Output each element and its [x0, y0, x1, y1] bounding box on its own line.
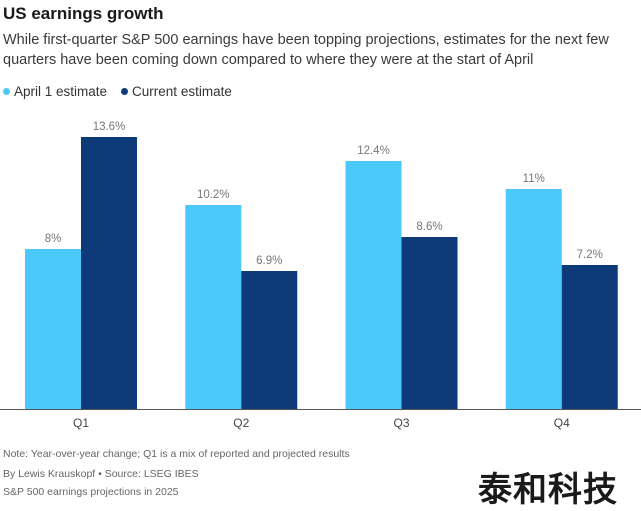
- bar-q4-april: [505, 189, 562, 409]
- chart-subtitle: While first-quarter S&P 500 earnings hav…: [3, 32, 609, 68]
- chart-note: Note: Year-over-year change; Q1 is a mix…: [3, 448, 350, 460]
- data-label-q4-april: 11%: [523, 173, 545, 185]
- legend-label-current: Current estimate: [132, 84, 232, 99]
- legend-label-april: April 1 estimate: [14, 84, 108, 99]
- data-label-q4-current: 7.2%: [577, 249, 603, 261]
- x-tick-label-q4: Q4: [554, 416, 570, 430]
- chart-byline: By Lewis Krauskopf • Source: LSEG IBES: [3, 468, 199, 480]
- chart-caption: S&P 500 earnings projections in 2025: [3, 486, 179, 498]
- x-tick-label-q2: Q2: [233, 416, 249, 430]
- data-label-q2-current: 6.9%: [256, 255, 282, 267]
- bar-q2-april: [185, 205, 242, 409]
- bar-q4-current: [561, 265, 618, 409]
- bar-chart: 8% 13.6% Q1 10.2% 6.9% Q2 12.4% 8.6% Q3 11% 7.2% Q4: [0, 121, 641, 430]
- chart-title: US earnings growth: [3, 4, 164, 23]
- bar-q1-april: [25, 249, 81, 409]
- legend-swatch-april: [3, 88, 10, 95]
- data-label-q3-current: 8.6%: [416, 221, 442, 233]
- legend: April 1 estimate Current estimate: [3, 84, 232, 99]
- watermark-logo: 泰和科技: [478, 470, 618, 510]
- legend-item-current: Current estimate: [121, 84, 232, 99]
- bar-q3-current: [401, 237, 458, 409]
- x-tick-label-q1: Q1: [73, 416, 89, 430]
- legend-item-april: April 1 estimate: [3, 84, 107, 99]
- data-label-q1-current: 13.6%: [93, 121, 126, 133]
- data-label-q1-april: 8%: [45, 233, 62, 245]
- bar-q3-april: [345, 161, 402, 409]
- legend-swatch-current: [121, 88, 129, 95]
- x-tick-label-q3: Q3: [393, 416, 409, 430]
- bar-q1-current: [81, 137, 137, 409]
- data-label-q2-april: 10.2%: [197, 189, 230, 201]
- data-label-q3-april: 12.4%: [357, 145, 390, 157]
- bar-q2-current: [241, 271, 298, 409]
